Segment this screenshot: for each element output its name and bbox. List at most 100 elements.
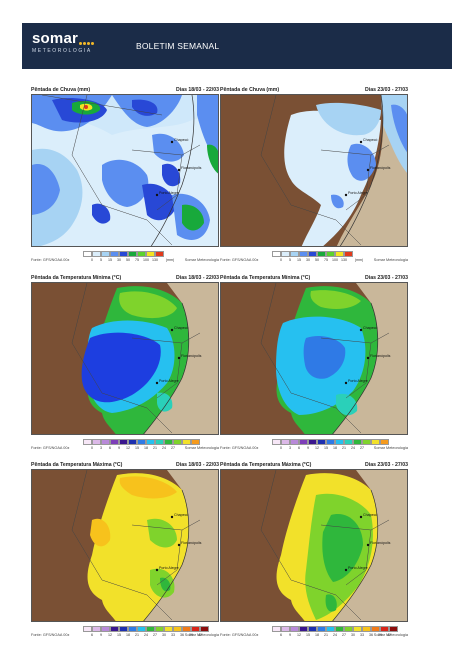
panel-tmin-2: Pêntada da Temperatura Mínima (°C) Dias … bbox=[220, 275, 408, 455]
legend-tick-label: 27 bbox=[153, 633, 157, 637]
legend-ticks: 6 9 12 15 18 21 24 27 30 33 36 39 42 bbox=[272, 633, 391, 639]
legend-swatch bbox=[362, 439, 371, 445]
page-title: BOLETIM SEMANAL bbox=[136, 41, 220, 51]
tmin-map-2: Chapecó Florianópolis Porto Alegre bbox=[220, 282, 408, 435]
source-note: Fonte: GFS/NOAA 00z bbox=[220, 446, 259, 450]
legend-tick-label: 0 bbox=[91, 446, 93, 450]
tmax-map-2: Chapecó Florianópolis Porto Alegre bbox=[220, 469, 408, 622]
legend-ticks: 6 9 12 15 18 21 24 27 30 33 36 39 42 bbox=[83, 633, 202, 639]
legend-tick-label: 30 bbox=[306, 258, 310, 262]
city-label: Florianópolis bbox=[370, 541, 391, 545]
legend-swatch bbox=[281, 251, 290, 257]
legend-swatch bbox=[371, 626, 380, 632]
city-label: Porto Alegre bbox=[348, 191, 368, 195]
legend-tick-label: 18 bbox=[315, 633, 319, 637]
legend-swatch bbox=[128, 251, 137, 257]
legend-tick-label: 36 bbox=[180, 633, 184, 637]
legend-tick-label: 15 bbox=[135, 446, 139, 450]
legend-tick-label: 75 bbox=[324, 258, 328, 262]
city-label: Chapecó bbox=[174, 513, 188, 517]
legend-tick-label: 9 bbox=[289, 633, 291, 637]
legend-tick-label: 100 bbox=[332, 258, 338, 262]
legend-swatch bbox=[110, 439, 119, 445]
source-note: Fonte: GFS/NOAA 00z bbox=[220, 633, 259, 637]
panel-title: Pêntada da Temperatura Máxima (°C) bbox=[220, 462, 312, 468]
legend-tick-label: 21 bbox=[153, 446, 157, 450]
color-legend bbox=[272, 626, 398, 632]
legend-tick-label: 15 bbox=[108, 258, 112, 262]
legend-tick-label: 130 bbox=[341, 258, 347, 262]
legend-swatch bbox=[290, 626, 299, 632]
credit-note: Somar Meteorologia bbox=[373, 633, 408, 637]
panel-tmax-2: Pêntada da Temperatura Máxima (°C) Dias … bbox=[220, 462, 408, 642]
legend-swatch bbox=[128, 626, 137, 632]
credit-note: Somar Meteorologia bbox=[184, 633, 219, 637]
legend-tick-label: 75 bbox=[135, 258, 139, 262]
legend-tick-label: 21 bbox=[342, 446, 346, 450]
legend-tick-label: 50 bbox=[126, 258, 130, 262]
credit-note: Somar Meteorologia bbox=[184, 446, 219, 450]
legend-swatch bbox=[182, 626, 191, 632]
source-note: Fonte: GFS/NOAA 00z bbox=[31, 633, 70, 637]
legend-tick-label: 15 bbox=[306, 633, 310, 637]
legend-tick-label: 18 bbox=[333, 446, 337, 450]
source-note: Fonte: GFS/NOAA 00z bbox=[31, 446, 70, 450]
legend-tick-label: 42 bbox=[387, 633, 391, 637]
panel-days: Dias 18/03 - 22/03 bbox=[176, 87, 219, 93]
legend-tick-label: (mm) bbox=[165, 258, 175, 262]
legend-swatch bbox=[317, 439, 326, 445]
color-legend bbox=[83, 439, 200, 445]
legend-swatch bbox=[353, 626, 362, 632]
legend-swatch bbox=[110, 251, 119, 257]
legend-swatch bbox=[353, 439, 362, 445]
legend-tick-label: 24 bbox=[333, 633, 337, 637]
city-label: Porto Alegre bbox=[159, 379, 179, 383]
panel-days: Dias 18/03 - 22/03 bbox=[176, 462, 219, 468]
legend-swatch bbox=[137, 626, 146, 632]
legend-tick-label: 18 bbox=[144, 446, 148, 450]
legend-swatch bbox=[326, 439, 335, 445]
legend-swatch bbox=[272, 439, 281, 445]
panel-title: Pêntada da Temperatura Máxima (°C) bbox=[31, 462, 123, 468]
legend-swatch bbox=[146, 439, 155, 445]
panel-days: Dias 23/03 - 27/03 bbox=[365, 87, 408, 93]
panel-days: Dias 23/03 - 27/03 bbox=[365, 275, 408, 281]
legend-swatch bbox=[299, 626, 308, 632]
legend-tick-label: 0 bbox=[280, 258, 282, 262]
legend-tick-label: 12 bbox=[315, 446, 319, 450]
credit-note: Somar Meteorologia bbox=[184, 258, 219, 262]
panel-rain-2: Pêntada de Chuva (mm) Dias 23/03 - 27/03… bbox=[220, 87, 408, 267]
city-label: Porto Alegre bbox=[348, 566, 368, 570]
legend-tick-label: 21 bbox=[324, 633, 328, 637]
legend-tick-label: 30 bbox=[162, 633, 166, 637]
legend-swatch bbox=[344, 439, 353, 445]
legend-swatch bbox=[191, 626, 200, 632]
legend-swatch bbox=[101, 439, 110, 445]
somar-logo: somar METEOROLOGIA bbox=[32, 31, 102, 61]
legend-tick-label: 39 bbox=[189, 633, 193, 637]
legend-tick-label: 6 bbox=[298, 446, 300, 450]
city-label: Florianópolis bbox=[370, 354, 391, 358]
legend-tick-label: 27 bbox=[360, 446, 364, 450]
legend-swatch bbox=[299, 439, 308, 445]
city-label: Chapecó bbox=[363, 513, 377, 517]
panel-tmin-1: Pêntada da Temperatura Mínima (°C) Dias … bbox=[31, 275, 219, 455]
legend-ticks: 0 3 6 9 12 15 18 21 24 27 bbox=[83, 446, 193, 452]
legend-tick-label: 6 bbox=[109, 446, 111, 450]
legend-swatch bbox=[290, 251, 299, 257]
color-legend bbox=[83, 626, 209, 632]
legend-tick-label: 100 bbox=[143, 258, 149, 262]
legend-ticks: 0 5 15 30 50 75 100 130 (mm) bbox=[83, 258, 193, 264]
legend-swatch bbox=[155, 626, 164, 632]
legend-swatch bbox=[164, 626, 173, 632]
legend-swatch bbox=[164, 439, 173, 445]
panel-rain-1: Pêntada de Chuva (mm) Dias 18/03 - 22/03 bbox=[31, 87, 219, 267]
panel-title: Pêntada de Chuva (mm) bbox=[31, 87, 91, 93]
legend-tick-label: 30 bbox=[117, 258, 121, 262]
legend-swatch bbox=[317, 251, 326, 257]
legend-swatch bbox=[128, 439, 137, 445]
legend-tick-label: 12 bbox=[297, 633, 301, 637]
legend-tick-label: 6 bbox=[280, 633, 282, 637]
logo-dots-icon bbox=[79, 42, 94, 45]
legend-swatch bbox=[119, 626, 128, 632]
